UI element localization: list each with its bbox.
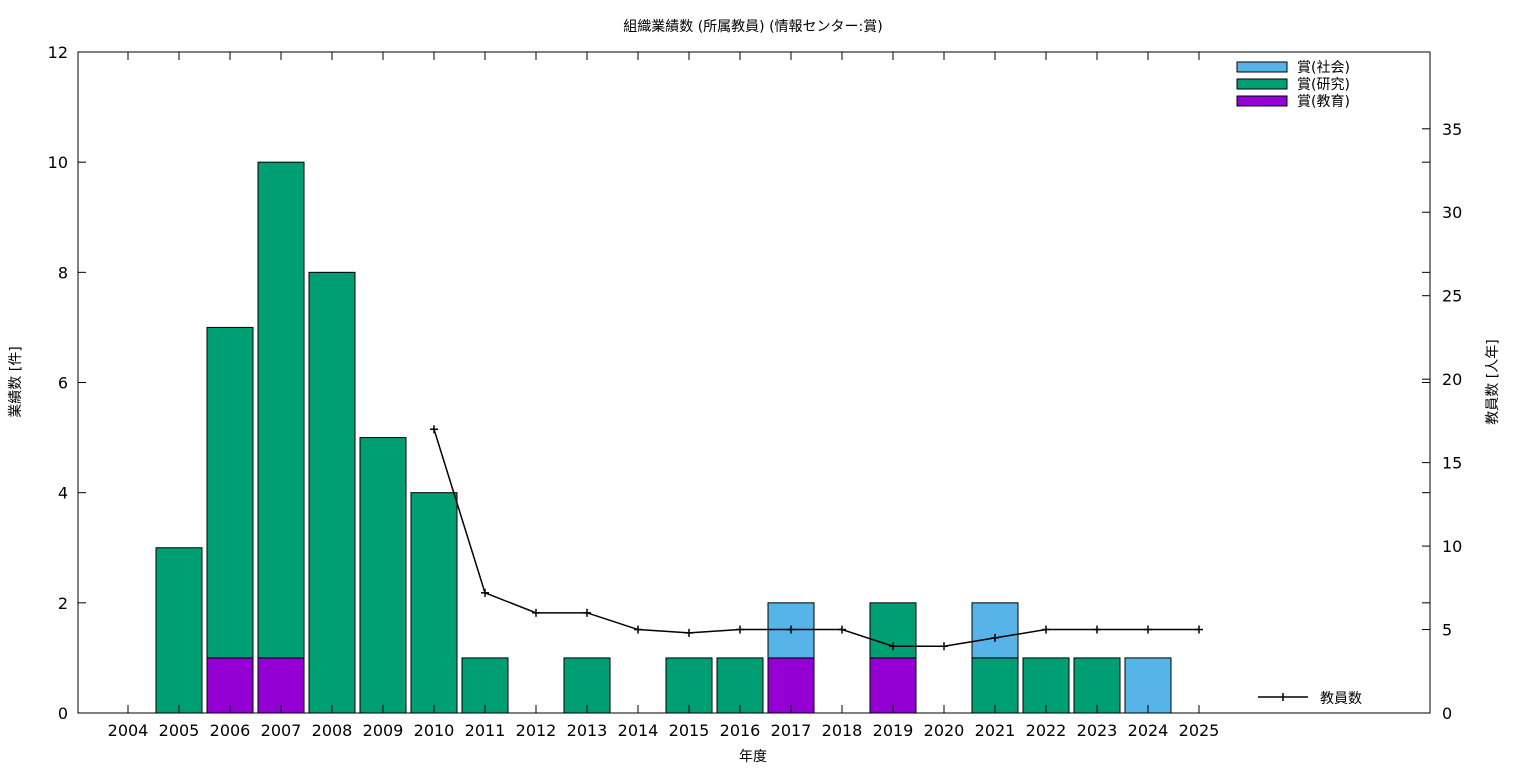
x-tick-label-2023: 2023: [1077, 721, 1118, 740]
x-tick-label-2014: 2014: [618, 721, 659, 740]
faculty-point-2019: [889, 642, 897, 651]
legend: 賞(社会)賞(研究)賞(教育) 教員数: [1236, 60, 1362, 707]
bar-2010-s1: [410, 492, 458, 714]
y2-tick-label-30: 30: [1442, 203, 1462, 222]
legend-label-0: 賞(社会): [1297, 60, 1350, 76]
faculty-point-2021: [991, 633, 999, 642]
y2-tick-label-35: 35: [1442, 120, 1462, 139]
x-tick-label-2012: 2012: [516, 721, 557, 740]
faculty-point-2013: [583, 608, 591, 617]
faculty-point-2024: [1144, 625, 1152, 634]
x-tick-label-2008: 2008: [312, 721, 353, 740]
x-tick-label-2009: 2009: [363, 721, 404, 740]
bar-2021-s2: [971, 602, 1019, 659]
bar-2008-s1: [308, 271, 356, 714]
bars-layer: [155, 161, 1172, 714]
faculty-line-layer: [430, 425, 1203, 651]
y-tick-label-2: 2: [58, 594, 68, 613]
bar-2019-s0: [869, 657, 917, 714]
y-axis-label: 業績数 [件]: [8, 346, 24, 417]
faculty-point-2012: [532, 608, 540, 617]
faculty-point-2025: [1195, 625, 1203, 634]
y2-tick-label-5: 5: [1442, 621, 1452, 640]
faculty-line: [433, 429, 1199, 647]
faculty-point-2016: [736, 625, 744, 634]
bar-2024-s2: [1124, 657, 1172, 714]
bar-2017-s0: [767, 657, 815, 714]
bar-2007-s0: [257, 657, 305, 714]
bar-2011-s1: [461, 657, 509, 714]
faculty-point-2011: [481, 588, 489, 597]
x-tick-label-2019: 2019: [873, 721, 914, 740]
bar-2005-s1: [155, 547, 203, 714]
x-axis-label: 年度: [739, 749, 767, 765]
y2-tick-label-15: 15: [1442, 454, 1462, 473]
x-tick-label-2020: 2020: [924, 721, 965, 740]
x-tick-label-2018: 2018: [822, 721, 863, 740]
y-tick-label-0: 0: [58, 704, 68, 723]
bar-2009-s1: [359, 437, 407, 714]
faculty-point-2014: [634, 625, 642, 634]
legend-swatch-2: [1236, 95, 1288, 107]
faculty-point-2023: [1093, 625, 1101, 634]
faculty-point-2015: [685, 628, 693, 637]
bar-2006-s1: [206, 326, 254, 659]
faculty-point-2010: [430, 425, 438, 434]
bar-2023-s1: [1073, 657, 1121, 714]
x-tick-label-2011: 2011: [465, 721, 506, 740]
x-tick-label-2017: 2017: [771, 721, 812, 740]
y2-axis-label: 教員数 [人年]: [1485, 339, 1501, 424]
faculty-point-2018: [838, 625, 846, 634]
y-tick-label-10: 10: [48, 153, 68, 172]
faculty-point-2020: [940, 642, 948, 651]
y2-tick-label-20: 20: [1442, 370, 1462, 389]
x-tick-label-2007: 2007: [261, 721, 302, 740]
legend-swatch-0: [1236, 61, 1288, 73]
bar-2007-s1: [257, 161, 305, 659]
legend-label-2: 賞(教育): [1297, 94, 1350, 110]
y-tick-label-4: 4: [58, 484, 68, 503]
legend-line-label: 教員数: [1320, 691, 1362, 707]
legend-swatch-1: [1236, 78, 1288, 90]
y2-tick-label-25: 25: [1442, 287, 1462, 306]
y-tick-label-8: 8: [58, 263, 68, 282]
chart-title: 組織業績数 (所属教員) (情報センター:賞): [623, 19, 882, 35]
bar-2016-s1: [716, 657, 764, 714]
x-tick-label-2015: 2015: [669, 721, 710, 740]
bar-2022-s1: [1022, 657, 1070, 714]
y2-tick-label-10: 10: [1442, 537, 1462, 556]
faculty-point-2022: [1042, 625, 1050, 634]
y2-tick-label-0: 0: [1442, 704, 1452, 723]
x-tick-label-2013: 2013: [567, 721, 608, 740]
x-tick-label-2021: 2021: [975, 721, 1016, 740]
x-tick-label-2024: 2024: [1128, 721, 1169, 740]
x-tick-label-2022: 2022: [1026, 721, 1067, 740]
y-tick-label-12: 12: [48, 43, 68, 62]
faculty-point-2017: [787, 625, 795, 634]
bar-2015-s1: [665, 657, 713, 714]
bar-2006-s0: [206, 657, 254, 714]
x-tick-label-2006: 2006: [210, 721, 251, 740]
x-tick-label-2016: 2016: [720, 721, 761, 740]
bar-2013-s1: [563, 657, 611, 714]
legend-label-1: 賞(研究): [1297, 77, 1350, 93]
x-tick-label-2025: 2025: [1179, 721, 1220, 740]
bar-2021-s1: [971, 657, 1019, 714]
x-tick-label-2010: 2010: [414, 721, 455, 740]
y-tick-label-6: 6: [58, 374, 68, 393]
x-tick-label-2004: 2004: [108, 721, 149, 740]
x-tick-label-2005: 2005: [159, 721, 200, 740]
